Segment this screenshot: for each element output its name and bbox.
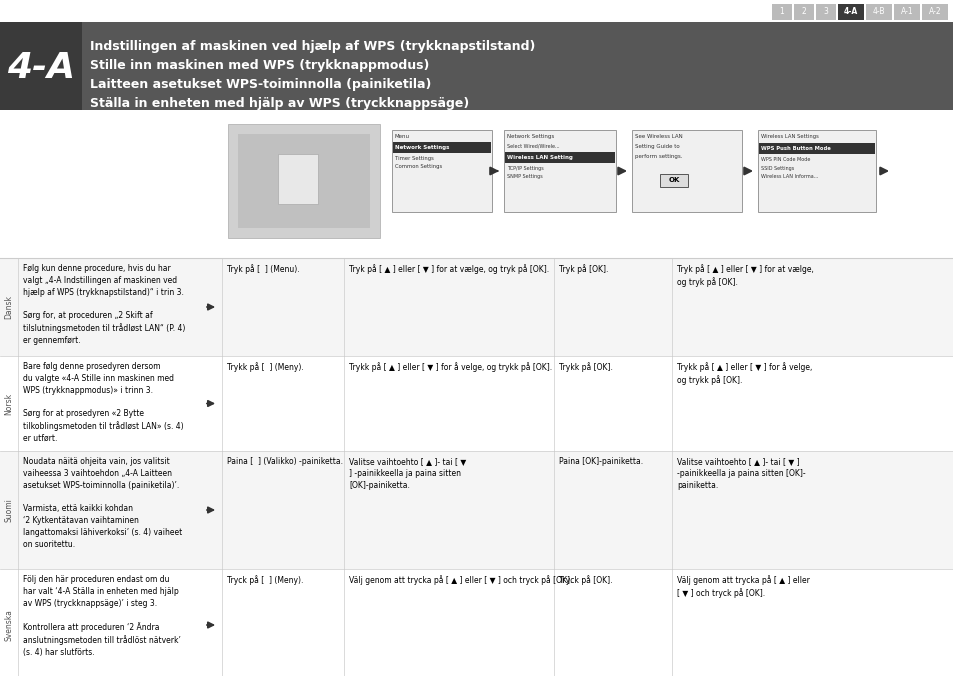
Text: Tryk på [ ▲ ] eller [ ▼ ] for at vælge, og tryk på [OK].: Tryk på [ ▲ ] eller [ ▼ ] for at vælge, …: [349, 264, 549, 274]
Text: Wireless LAN Settings: Wireless LAN Settings: [760, 134, 818, 139]
Text: Common Settings: Common Settings: [395, 164, 442, 169]
Bar: [837, 4, 863, 20]
Bar: [0, 356, 953, 451]
Text: Setting Guide to: Setting Guide to: [635, 144, 679, 149]
Text: Välj genom att trycka på [ ▲ ] eller [ ▼ ] och tryck på [OK].: Välj genom att trycka på [ ▲ ] eller [ ▼…: [349, 575, 572, 585]
Text: Network Settings: Network Settings: [506, 134, 554, 139]
Text: Noudata näitä ohjeita vain, jos valitsit
vaiheessa 3 vaihtoehdon „4-A Laitteen
a: Noudata näitä ohjeita vain, jos valitsit…: [23, 457, 182, 549]
Bar: [771, 4, 791, 20]
Text: SSID Settings: SSID Settings: [760, 166, 794, 171]
Bar: [0, 22, 953, 110]
Text: Valitse vaihtoehto [ ▲ ]- tai [ ▼ ]
-painikkeella ja paina sitten [OK]-
painiket: Valitse vaihtoehto [ ▲ ]- tai [ ▼ ] -pai…: [677, 457, 804, 489]
Bar: [237, 134, 370, 228]
Text: Välj genom att trycka på [ ▲ ] eller
[ ▼ ] och tryck på [OK].: Välj genom att trycka på [ ▲ ] eller [ ▼…: [677, 575, 809, 598]
Text: A-2: A-2: [927, 7, 941, 16]
Text: Dansk: Dansk: [5, 295, 13, 319]
Bar: [759, 143, 874, 154]
Text: Wireless LAN Informa...: Wireless LAN Informa...: [760, 174, 818, 179]
Text: Ställa in enheten med hjälp av WPS (tryckknappsäge): Ställa in enheten med hjälp av WPS (tryc…: [90, 97, 469, 110]
Text: Trykk på [OK].: Trykk på [OK].: [558, 362, 612, 372]
Bar: [277, 154, 317, 204]
Text: perform settings.: perform settings.: [635, 154, 681, 159]
Bar: [631, 130, 741, 212]
Text: Network Settings: Network Settings: [395, 145, 449, 149]
Text: Tryck på [OK].: Tryck på [OK].: [558, 575, 612, 585]
Text: 1: 1: [779, 7, 783, 16]
Bar: [0, 110, 953, 258]
Text: TCP/IP Settings: TCP/IP Settings: [506, 166, 543, 171]
Text: A-1: A-1: [900, 7, 912, 16]
Text: Indstillingen af maskinen ved hjælp af WPS (trykknapstilstand): Indstillingen af maskinen ved hjælp af W…: [90, 40, 535, 53]
Text: Trykk på [  ] (Meny).: Trykk på [ ] (Meny).: [227, 362, 303, 372]
Bar: [0, 22, 82, 110]
Bar: [0, 569, 953, 676]
Bar: [758, 130, 875, 212]
Bar: [504, 152, 615, 163]
Text: Norsk: Norsk: [5, 393, 13, 414]
Text: Følg kun denne procedure, hvis du har
valgt „4-A Indstillingen af maskinen ved
h: Følg kun denne procedure, hvis du har va…: [23, 264, 185, 345]
Text: Trykk på [ ▲ ] eller [ ▼ ] for å velge, og trykk på [OK].: Trykk på [ ▲ ] eller [ ▼ ] for å velge, …: [349, 362, 552, 372]
Text: Suomi: Suomi: [5, 498, 13, 522]
Bar: [865, 4, 891, 20]
Text: Tryk på [OK].: Tryk på [OK].: [558, 264, 608, 274]
Bar: [659, 174, 687, 187]
Bar: [793, 4, 813, 20]
Text: Timer Settings: Timer Settings: [395, 156, 434, 161]
Text: Paina [OK]-painiketta.: Paina [OK]-painiketta.: [558, 457, 642, 466]
Text: 4-A: 4-A: [843, 7, 858, 16]
Text: Svenska: Svenska: [5, 609, 13, 641]
Bar: [393, 142, 491, 153]
Text: Paina [  ] (Valikko) -painiketta.: Paina [ ] (Valikko) -painiketta.: [227, 457, 343, 466]
Bar: [228, 124, 379, 238]
Text: Wireless LAN Setting: Wireless LAN Setting: [506, 155, 572, 160]
Bar: [921, 4, 947, 20]
Text: Tryk på [ ▲ ] eller [ ▼ ] for at vælge,
og tryk på [OK].: Tryk på [ ▲ ] eller [ ▼ ] for at vælge, …: [677, 264, 813, 287]
Text: 3: 3: [822, 7, 827, 16]
Text: SNMP Settings: SNMP Settings: [506, 174, 542, 179]
Text: Trykk på [ ▲ ] eller [ ▼ ] for å velge,
og trykk på [OK].: Trykk på [ ▲ ] eller [ ▼ ] for å velge, …: [677, 362, 812, 385]
Text: Tryk på [  ] (Menu).: Tryk på [ ] (Menu).: [227, 264, 299, 274]
Bar: [392, 130, 492, 212]
Text: WPS PIN Code Mode: WPS PIN Code Mode: [760, 157, 809, 162]
Text: WPS Push Button Mode: WPS Push Button Mode: [760, 145, 830, 151]
Text: 4-B: 4-B: [872, 7, 884, 16]
Text: Stille inn maskinen med WPS (trykknappmodus): Stille inn maskinen med WPS (trykknappmo…: [90, 59, 429, 72]
Text: Laitteen asetukset WPS-toiminnolla (painiketila): Laitteen asetukset WPS-toiminnolla (pain…: [90, 78, 431, 91]
Text: Bare følg denne prosedyren dersom
du valgte «4-A Stille inn maskinen med
WPS (tr: Bare følg denne prosedyren dersom du val…: [23, 362, 183, 443]
Text: Select Wired/Wirele...: Select Wired/Wirele...: [506, 143, 558, 148]
Bar: [893, 4, 919, 20]
Bar: [0, 258, 953, 356]
Bar: [0, 451, 953, 569]
Text: See Wireless LAN: See Wireless LAN: [635, 134, 682, 139]
Text: Valitse vaihtoehto [ ▲ ]- tai [ ▼
] -painikkeella ja paina sitten
[OK]-painikett: Valitse vaihtoehto [ ▲ ]- tai [ ▼ ] -pai…: [349, 457, 466, 489]
Bar: [815, 4, 835, 20]
Bar: [503, 130, 616, 212]
Text: OK: OK: [668, 177, 679, 183]
Text: Tryck på [  ] (Meny).: Tryck på [ ] (Meny).: [227, 575, 303, 585]
Text: Följ den här proceduren endast om du
har valt ‘4-A Ställa in enheten med hjälp
a: Följ den här proceduren endast om du har…: [23, 575, 181, 657]
Text: Menu: Menu: [395, 134, 410, 139]
Text: 4-A: 4-A: [7, 51, 75, 85]
Text: 2: 2: [801, 7, 805, 16]
